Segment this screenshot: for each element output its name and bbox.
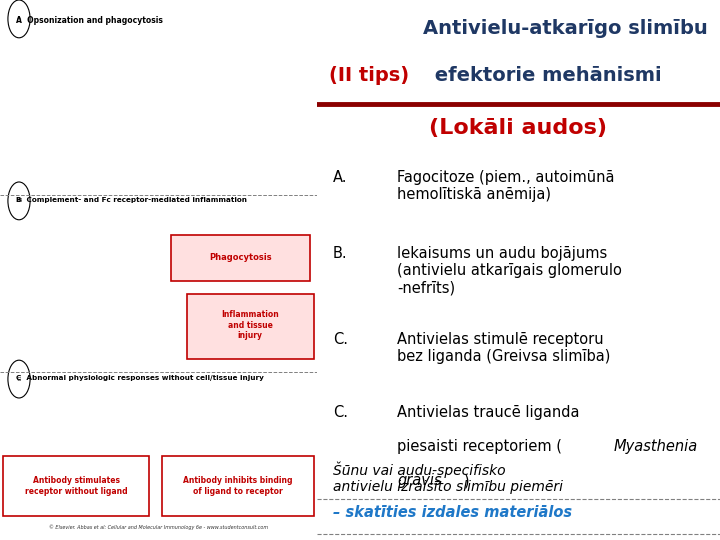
Text: Antibody stimulates
receptor without ligand: Antibody stimulates receptor without lig… xyxy=(24,476,127,496)
Text: C  Abnormal physiologic responses without cell/tissue injury: C Abnormal physiologic responses without… xyxy=(16,375,264,381)
Text: C: C xyxy=(17,376,21,382)
FancyBboxPatch shape xyxy=(161,456,314,516)
Text: Inflammation
and tissue
injury: Inflammation and tissue injury xyxy=(221,310,279,340)
Text: B  Complement- and Fc receptor-mediated inflammation: B Complement- and Fc receptor-mediated i… xyxy=(16,197,247,203)
Text: Antivielas traucē liganda: Antivielas traucē liganda xyxy=(397,405,580,420)
Text: Iekaisums un audu bojājums
(antivielu atkarīgais glomerulo
-nefrīts): Iekaisums un audu bojājums (antivielu at… xyxy=(397,246,622,295)
FancyBboxPatch shape xyxy=(187,294,314,359)
Text: Antivielu-atkarīgo slimību: Antivielu-atkarīgo slimību xyxy=(423,19,708,38)
Text: C.: C. xyxy=(333,332,348,347)
Text: Phagocytosis: Phagocytosis xyxy=(210,253,272,262)
Text: © Elsevier. Abbas et al: Cellular and Molecular Immunology 6e - www.studentconsu: © Elsevier. Abbas et al: Cellular and Mo… xyxy=(49,525,268,530)
Text: B: B xyxy=(17,198,21,204)
Text: Antibody inhibits binding
of ligand to receptor: Antibody inhibits binding of ligand to r… xyxy=(183,476,292,496)
Text: A  Opsonization and phagocytosis: A Opsonization and phagocytosis xyxy=(16,16,163,25)
Text: A: A xyxy=(17,16,21,22)
Text: Myasthenia: Myasthenia xyxy=(613,439,698,454)
Text: B.: B. xyxy=(333,246,348,261)
Text: A.: A. xyxy=(333,170,348,185)
Text: – skatīties izdales materiālos: – skatīties izdales materiālos xyxy=(333,505,572,520)
Text: ): ) xyxy=(464,473,469,488)
Text: Šūnu vai audu-specifisko
antivielu izraisīto slimību piemēri: Šūnu vai audu-specifisko antivielu izrai… xyxy=(333,462,563,495)
Text: (II tips): (II tips) xyxy=(329,66,409,85)
FancyBboxPatch shape xyxy=(3,456,149,516)
Text: (Lokāli audos): (Lokāli audos) xyxy=(429,118,608,138)
Text: C.: C. xyxy=(333,405,348,420)
Text: Fagocitoze (piem., autoimūnā
hemolītiskā anēmija): Fagocitoze (piem., autoimūnā hemolītiskā… xyxy=(397,170,615,202)
Text: Antivielas stimulē receptoru
bez liganda (Greivsa slimība): Antivielas stimulē receptoru bez liganda… xyxy=(397,332,611,365)
Text: gravis: gravis xyxy=(397,473,442,488)
Text: piesaisti receptoriem (: piesaisti receptoriem ( xyxy=(397,439,562,454)
FancyBboxPatch shape xyxy=(171,235,310,281)
Text: efektorie mehānismi: efektorie mehānismi xyxy=(428,66,661,85)
